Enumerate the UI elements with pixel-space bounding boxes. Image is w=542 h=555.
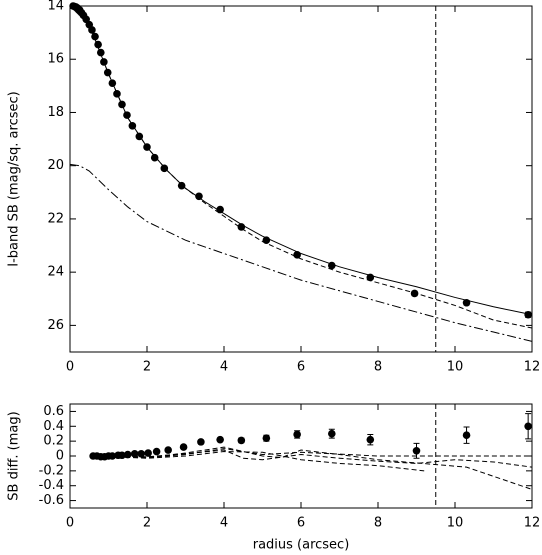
model-curve bbox=[93, 451, 425, 472]
model-curve bbox=[69, 5, 533, 316]
x-tick-label: 2 bbox=[143, 516, 151, 531]
data-point bbox=[366, 435, 375, 444]
data-point bbox=[293, 430, 301, 439]
x-axis-label: radius (arcsec) bbox=[253, 538, 350, 553]
data-point bbox=[100, 58, 108, 66]
data-point bbox=[123, 450, 132, 459]
x-tick-label: 2 bbox=[143, 360, 151, 375]
data-point bbox=[130, 449, 139, 458]
data-point bbox=[113, 90, 121, 98]
x-tick-label: 4 bbox=[220, 360, 228, 375]
plot-frame bbox=[69, 5, 533, 353]
data-point bbox=[262, 236, 271, 245]
data-point bbox=[237, 223, 246, 231]
data-point bbox=[152, 447, 161, 456]
x-tick-label: 0 bbox=[66, 516, 74, 531]
data-point bbox=[128, 121, 137, 130]
x-tick-label: 6 bbox=[297, 360, 305, 375]
y-axis-label: I-band SB (mag/sq. arcsec) bbox=[7, 91, 22, 266]
data-point bbox=[118, 100, 126, 109]
y-tick-label: 22 bbox=[47, 211, 64, 226]
data-point bbox=[103, 68, 112, 77]
data-point bbox=[262, 434, 271, 442]
data-point bbox=[135, 132, 144, 141]
data-point bbox=[524, 422, 532, 431]
x-tick-label: 4 bbox=[220, 516, 228, 531]
x-tick-label: 12 bbox=[524, 360, 541, 375]
data-point bbox=[160, 164, 169, 173]
data-point bbox=[123, 111, 131, 119]
x-tick-label: 8 bbox=[374, 360, 382, 375]
data-point bbox=[108, 452, 117, 460]
data-point bbox=[412, 447, 421, 455]
y-tick-label: 24 bbox=[47, 265, 64, 280]
data-point bbox=[328, 261, 336, 270]
x-tick-label: 12 bbox=[524, 516, 541, 531]
y-tick-label: -0.2 bbox=[39, 463, 64, 478]
x-tick-label: 0 bbox=[66, 360, 74, 375]
y-tick-label: -0.6 bbox=[39, 493, 64, 508]
x-tick-label: 10 bbox=[447, 516, 464, 531]
y-tick-label: 0.6 bbox=[43, 404, 64, 419]
data-point bbox=[366, 273, 375, 282]
y-tick-label: 16 bbox=[47, 52, 64, 67]
data-point bbox=[462, 298, 471, 307]
model-curve bbox=[93, 449, 533, 468]
data-point bbox=[179, 443, 188, 451]
y-tick-label: 0 bbox=[56, 449, 64, 464]
model-curve bbox=[69, 163, 533, 342]
data-point bbox=[118, 451, 126, 460]
data-point bbox=[108, 79, 117, 87]
data-point bbox=[216, 435, 224, 444]
data-point bbox=[144, 449, 152, 457]
y-tick-label: 20 bbox=[47, 158, 64, 173]
data-point bbox=[94, 40, 102, 49]
data-point bbox=[410, 289, 419, 298]
data-point bbox=[97, 48, 105, 57]
y-axis-label: SB diff. (mag) bbox=[7, 411, 22, 500]
data-point bbox=[462, 431, 471, 440]
data-point bbox=[164, 446, 172, 454]
y-tick-label: -0.4 bbox=[39, 478, 64, 493]
data-point bbox=[237, 436, 246, 445]
data-point bbox=[293, 251, 301, 259]
x-tick-label: 6 bbox=[297, 516, 305, 531]
y-tick-label: 18 bbox=[47, 105, 64, 120]
data-point bbox=[88, 26, 96, 34]
x-tick-label: 8 bbox=[374, 516, 382, 531]
data-point bbox=[328, 429, 336, 438]
data-point bbox=[195, 192, 203, 201]
data-point bbox=[197, 438, 205, 446]
data-point bbox=[524, 310, 532, 319]
y-tick-label: 0.4 bbox=[43, 419, 64, 434]
data-point bbox=[177, 181, 186, 190]
y-tick-label: 0.2 bbox=[43, 434, 64, 449]
x-tick-label: 10 bbox=[447, 360, 464, 375]
data-point bbox=[150, 153, 159, 162]
data-point bbox=[216, 205, 224, 214]
model-curve bbox=[69, 5, 533, 329]
data-point bbox=[137, 449, 146, 458]
y-tick-label: 26 bbox=[47, 318, 64, 333]
data-point bbox=[143, 143, 151, 151]
data-point bbox=[91, 32, 99, 41]
y-tick-label: 14 bbox=[47, 0, 64, 14]
